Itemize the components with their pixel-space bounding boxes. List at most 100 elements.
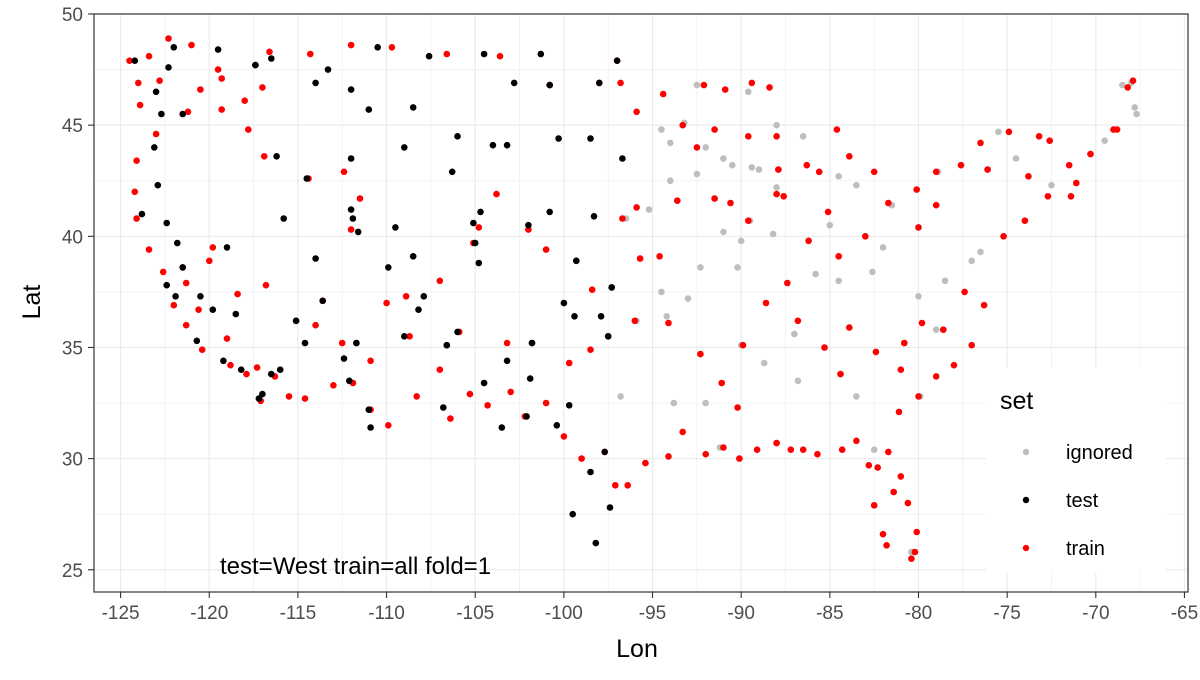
point-train xyxy=(911,548,919,556)
point-train xyxy=(413,393,421,400)
legend-background xyxy=(986,368,1166,573)
point-train xyxy=(940,326,947,334)
point-train xyxy=(624,482,631,489)
point-test xyxy=(312,255,319,262)
point-train xyxy=(745,133,752,140)
point-train xyxy=(870,168,878,176)
point-train xyxy=(872,348,880,356)
point-test xyxy=(354,228,362,236)
x-tick-label: -70 xyxy=(1082,603,1109,624)
point-test xyxy=(409,252,417,260)
point-test xyxy=(415,306,422,314)
point-train xyxy=(824,208,832,216)
point-train xyxy=(383,299,390,307)
y-axis: 25 30 35 40 45 50 xyxy=(62,5,94,582)
point-test xyxy=(608,284,615,291)
point-ignored xyxy=(1101,137,1108,144)
point-test xyxy=(475,259,483,267)
point-test xyxy=(601,448,608,456)
point-train xyxy=(170,301,178,309)
point-train xyxy=(1124,84,1131,91)
point-train xyxy=(436,366,444,374)
point-train xyxy=(885,199,892,207)
point-ignored xyxy=(977,248,984,256)
point-test xyxy=(151,144,158,151)
point-train xyxy=(890,488,897,496)
point-train xyxy=(241,97,248,104)
point-test xyxy=(480,379,488,387)
y-tick-label: 50 xyxy=(62,5,83,26)
point-train xyxy=(665,319,672,327)
point-test xyxy=(268,370,275,378)
point-ignored xyxy=(853,393,860,400)
point-train xyxy=(784,279,791,287)
point-train xyxy=(720,444,727,451)
point-test xyxy=(319,297,327,305)
legend-title: set xyxy=(1000,387,1033,415)
y-axis-title: Lat xyxy=(18,285,46,320)
point-train xyxy=(853,437,860,445)
point-test xyxy=(454,133,461,140)
point-test xyxy=(232,310,240,318)
point-ignored xyxy=(748,164,756,171)
point-ignored xyxy=(658,126,665,133)
point-test xyxy=(560,299,568,307)
point-ignored xyxy=(932,326,940,334)
point-train xyxy=(780,193,787,200)
point-ignored xyxy=(734,264,741,271)
point-ignored xyxy=(693,170,701,178)
point-train xyxy=(773,190,780,198)
point-test xyxy=(546,208,553,216)
point-train xyxy=(734,404,741,411)
point-test xyxy=(347,86,355,93)
point-test xyxy=(592,539,600,547)
point-ignored xyxy=(941,277,949,285)
point-train xyxy=(475,224,483,231)
point-ignored xyxy=(1131,104,1139,111)
point-test xyxy=(401,144,408,151)
point-ignored xyxy=(684,295,692,302)
point-ignored xyxy=(853,181,860,189)
point-ignored xyxy=(670,399,678,407)
point-train xyxy=(739,341,747,349)
point-train xyxy=(968,341,975,349)
point-test xyxy=(154,181,162,189)
point-train xyxy=(135,79,142,87)
point-train xyxy=(503,339,511,347)
point-train xyxy=(493,190,500,198)
point-train xyxy=(885,448,892,456)
point-test xyxy=(174,239,181,247)
point-ignored xyxy=(720,228,727,236)
point-train xyxy=(565,359,573,367)
point-test xyxy=(340,355,348,362)
point-ignored xyxy=(773,121,780,129)
point-train xyxy=(897,366,905,374)
point-test xyxy=(385,264,392,271)
point-ignored xyxy=(697,264,704,271)
point-test xyxy=(163,219,170,227)
point-train xyxy=(895,408,903,416)
point-train xyxy=(133,157,140,164)
point-train xyxy=(1087,150,1094,158)
point-test xyxy=(347,206,355,213)
point-ignored xyxy=(667,177,674,184)
legend-label-ignored: ignored xyxy=(1066,442,1133,464)
point-train xyxy=(1046,137,1053,144)
point-train xyxy=(436,277,444,285)
point-train xyxy=(773,439,780,447)
point-train xyxy=(702,450,709,458)
point-test xyxy=(409,104,417,111)
point-train xyxy=(633,108,640,116)
point-test xyxy=(565,402,573,409)
point-train xyxy=(865,462,873,469)
x-tick-label: -90 xyxy=(727,603,754,624)
point-test xyxy=(555,135,562,142)
point-ignored xyxy=(645,206,653,213)
point-train xyxy=(285,393,293,400)
point-test xyxy=(443,341,451,349)
point-ignored xyxy=(1119,81,1126,89)
point-train xyxy=(642,459,649,467)
point-train xyxy=(1005,128,1013,136)
point-ignored xyxy=(760,359,768,367)
point-test xyxy=(158,110,165,118)
